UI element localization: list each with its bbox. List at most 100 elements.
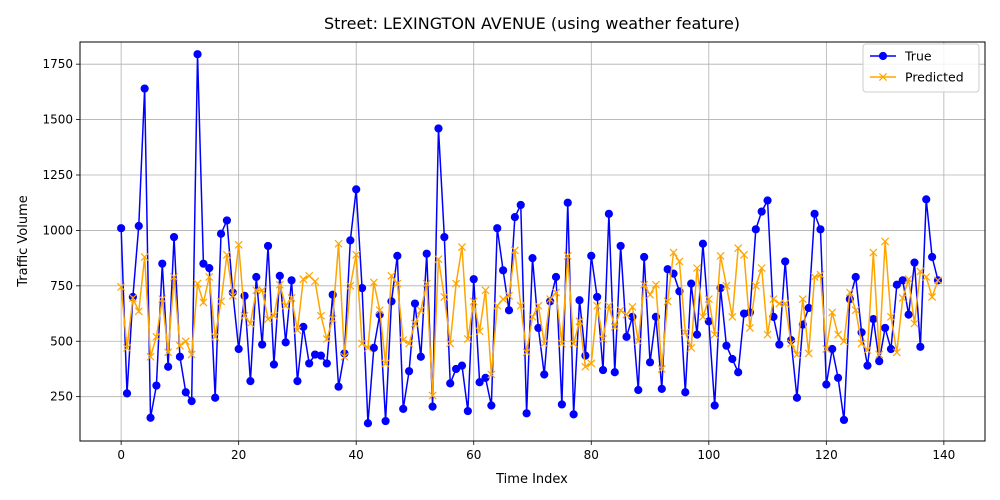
- data-point: [428, 402, 437, 411]
- data-point: [164, 348, 173, 357]
- data-point: [211, 393, 220, 402]
- data-point: [258, 340, 267, 349]
- legend-marker: [878, 51, 888, 61]
- data-point: [828, 308, 837, 317]
- data-point: [281, 301, 290, 310]
- data-point: [363, 343, 372, 352]
- data-point: [804, 349, 813, 358]
- data-point: [216, 229, 226, 238]
- legend-marker: [878, 72, 888, 82]
- data-point: [199, 259, 208, 268]
- data-point: [446, 379, 455, 388]
- data-point: [493, 301, 502, 310]
- plot-frame: [79, 41, 986, 442]
- data-point: [875, 357, 884, 366]
- data-point: [275, 280, 284, 289]
- data-point: [440, 232, 449, 242]
- y-tick-label: 1250: [42, 168, 73, 182]
- data-point: [910, 258, 919, 267]
- data-point: [928, 292, 937, 301]
- data-point: [164, 362, 173, 371]
- legend-key-predicted: [870, 72, 896, 82]
- data-point: [863, 346, 872, 355]
- data-point: [252, 286, 261, 295]
- data-point: [763, 196, 772, 205]
- data-point: [334, 239, 343, 248]
- data-point: [322, 335, 331, 344]
- data-point: [616, 241, 625, 251]
- data-point: [193, 50, 202, 59]
- data-point: [839, 337, 848, 346]
- data-point: [258, 286, 267, 295]
- data-point: [269, 311, 278, 320]
- data-point: [734, 368, 743, 377]
- data-point: [787, 339, 796, 348]
- data-point: [169, 232, 179, 242]
- data-point: [299, 322, 308, 331]
- data-point: [457, 243, 467, 252]
- data-point: [534, 301, 543, 310]
- data-point: [669, 248, 678, 257]
- x-axis-label: Time Index: [495, 472, 568, 487]
- data-point: [892, 280, 901, 289]
- data-point: [557, 339, 566, 348]
- data-point: [910, 319, 919, 328]
- data-point: [692, 330, 702, 339]
- x-tick-label: 100: [697, 448, 720, 462]
- data-point: [751, 225, 760, 234]
- data-point: [681, 328, 690, 337]
- data-point: [481, 286, 490, 295]
- data-point: [146, 413, 155, 422]
- data-point: [922, 195, 931, 204]
- data-point: [722, 341, 731, 350]
- data-point: [499, 295, 508, 304]
- data-point: [904, 310, 913, 319]
- data-point: [181, 337, 190, 346]
- x-tick-label: 140: [932, 448, 955, 462]
- data-point: [275, 271, 284, 280]
- data-point: [675, 257, 684, 266]
- data-point: [475, 378, 484, 387]
- data-point: [246, 377, 255, 386]
- data-point: [598, 365, 608, 375]
- data-point: [886, 312, 895, 321]
- data-point: [839, 415, 849, 425]
- data-point: [334, 382, 343, 391]
- data-point: [881, 237, 890, 246]
- data-point: [622, 310, 631, 319]
- y-tick-label: 1500: [42, 113, 73, 127]
- data-point: [434, 124, 443, 133]
- x-tick-label: 0: [117, 448, 125, 462]
- data-point: [440, 292, 449, 301]
- data-point: [399, 404, 408, 413]
- data-point: [822, 344, 831, 354]
- data-point: [886, 344, 896, 354]
- data-point: [381, 416, 390, 426]
- data-point: [833, 373, 843, 382]
- data-point: [757, 207, 766, 216]
- data-point: [252, 272, 261, 282]
- data-point: [698, 239, 708, 248]
- data-point: [610, 368, 619, 377]
- data-point: [134, 307, 143, 316]
- data-point: [404, 367, 414, 376]
- legend-label: Predicted: [905, 70, 964, 85]
- data-point: [628, 302, 637, 311]
- data-point: [493, 224, 502, 233]
- data-point: [369, 343, 378, 352]
- x-tick-label: 40: [349, 448, 364, 462]
- data-point: [546, 295, 555, 304]
- data-point: [387, 271, 396, 280]
- data-point: [557, 400, 566, 409]
- data-point: [792, 393, 802, 402]
- data-point: [187, 350, 196, 359]
- data-point: [422, 279, 431, 288]
- x-tick-label: 60: [466, 448, 481, 462]
- data-point: [487, 401, 496, 410]
- data-point: [193, 279, 202, 288]
- data-point: [563, 251, 572, 260]
- data-point: [892, 348, 901, 357]
- data-point: [128, 294, 137, 303]
- data-point: [816, 270, 825, 279]
- data-point: [781, 257, 790, 266]
